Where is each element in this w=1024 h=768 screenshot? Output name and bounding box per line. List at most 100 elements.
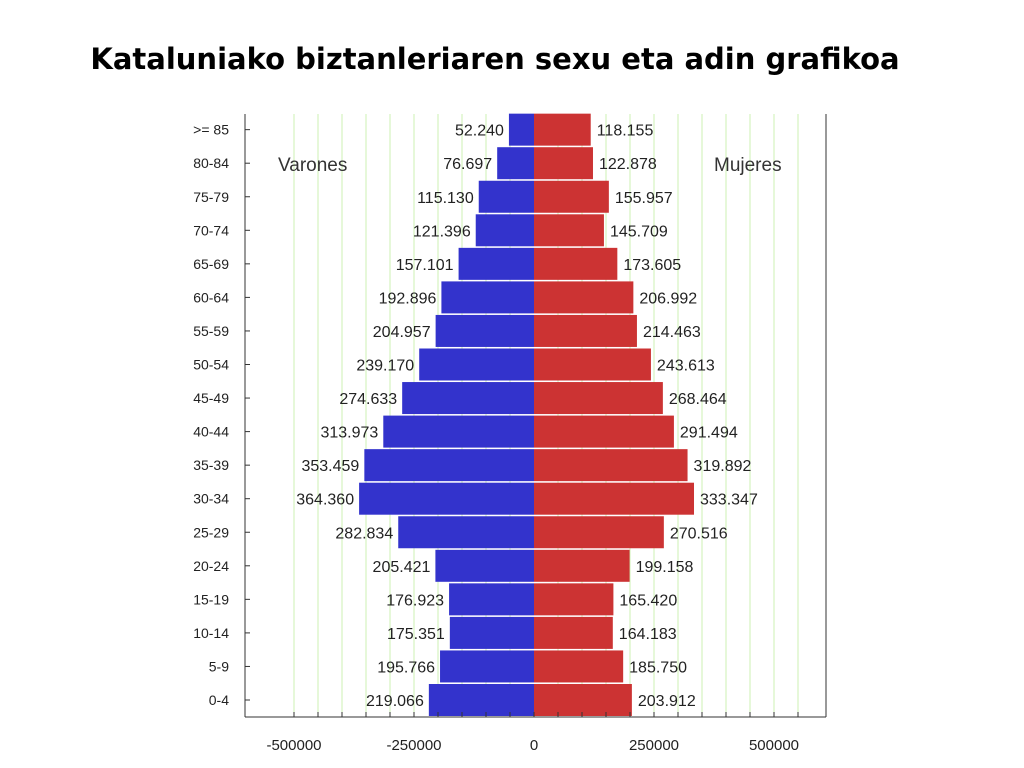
age-group-label: 30-34 <box>193 491 229 507</box>
legend-mujeres: Mujeres <box>714 155 782 176</box>
female-value-label: 122.878 <box>599 156 657 173</box>
age-group-label: 35-39 <box>193 457 229 473</box>
age-group-label: >= 85 <box>193 122 229 138</box>
male-bar <box>383 415 534 448</box>
female-value-label: 268.464 <box>669 391 727 408</box>
x-tick-label: 500000 <box>749 737 799 754</box>
bars-layer <box>359 113 695 716</box>
male-value-label: 175.351 <box>387 626 445 643</box>
age-group-label: 55-59 <box>193 323 229 339</box>
female-bar <box>534 382 663 415</box>
male-value-label: 195.766 <box>377 659 435 676</box>
age-group-label: 60-64 <box>193 289 229 305</box>
male-value-label: 176.923 <box>386 592 444 609</box>
male-bar <box>449 583 534 616</box>
slide-title: Kataluniako biztanleriaren sexu eta adin… <box>90 42 900 76</box>
female-value-label: 155.957 <box>615 190 673 207</box>
male-bar <box>435 314 534 347</box>
age-group-label: 10-14 <box>193 625 229 641</box>
male-value-label: 76.697 <box>443 156 492 173</box>
male-bar <box>435 549 534 582</box>
male-bar <box>497 147 534 180</box>
age-group-label: 75-79 <box>193 189 229 205</box>
female-bar <box>534 314 637 347</box>
female-bar <box>534 516 664 549</box>
female-bar <box>534 113 591 146</box>
female-bar <box>534 415 674 448</box>
legend-varones: Varones <box>278 155 347 176</box>
female-bar <box>534 348 651 381</box>
male-value-label: 192.896 <box>379 290 437 307</box>
x-tick-label: -500000 <box>266 737 321 754</box>
female-bar <box>534 214 604 247</box>
female-value-label: 173.605 <box>623 257 681 274</box>
male-bar <box>475 214 534 247</box>
male-value-label: 219.066 <box>366 693 424 710</box>
age-group-label: 5-9 <box>209 658 229 674</box>
female-bar <box>534 180 609 213</box>
male-bar <box>449 616 534 649</box>
male-bar <box>419 348 534 381</box>
female-bar <box>534 684 632 716</box>
male-value-label: 205.421 <box>373 559 431 576</box>
age-group-label: 40-44 <box>193 424 229 440</box>
age-group-label: 25-29 <box>193 524 229 540</box>
male-bar <box>440 650 534 683</box>
female-value-label: 243.613 <box>657 358 715 375</box>
female-value-label: 214.463 <box>643 324 701 341</box>
female-bar <box>534 583 614 616</box>
male-value-label: 204.957 <box>373 324 431 341</box>
male-value-label: 239.170 <box>356 358 414 375</box>
male-bar <box>428 684 534 716</box>
x-tick-label: 0 <box>530 737 538 754</box>
age-group-label: 20-24 <box>193 558 229 574</box>
female-bar <box>534 482 695 515</box>
male-bar <box>508 113 534 146</box>
female-value-label: 118.155 <box>597 123 654 140</box>
age-group-label: 80-84 <box>193 155 229 171</box>
male-bar <box>441 281 534 314</box>
female-value-label: 333.347 <box>700 492 758 509</box>
axis-layer <box>244 114 827 718</box>
female-bar <box>534 147 593 180</box>
age-group-label: 0-4 <box>209 692 229 708</box>
female-bar <box>534 281 634 314</box>
male-value-label: 157.101 <box>396 257 454 274</box>
female-bar <box>534 650 624 683</box>
male-value-label: 274.633 <box>339 391 397 408</box>
male-value-label: 313.973 <box>320 425 378 442</box>
male-value-label: 353.459 <box>301 458 359 475</box>
age-group-label: 50-54 <box>193 357 229 373</box>
female-value-label: 185.750 <box>629 659 687 676</box>
age-group-label: 45-49 <box>193 390 229 406</box>
male-value-label: 364.360 <box>296 492 354 509</box>
female-value-label: 203.912 <box>638 693 696 710</box>
male-bar <box>398 516 534 549</box>
female-value-label: 319.892 <box>694 458 752 475</box>
male-value-label: 52.240 <box>455 123 504 140</box>
male-bar <box>402 382 534 415</box>
female-bar <box>534 549 630 582</box>
female-value-label: 164.183 <box>619 626 677 643</box>
legend-layer: Varones Mujeres <box>278 155 782 176</box>
male-bar <box>359 482 534 515</box>
male-value-label: 115.130 <box>417 190 474 207</box>
female-value-label: 270.516 <box>670 525 728 542</box>
x-tick-label: 250000 <box>629 737 679 754</box>
female-value-label: 291.494 <box>680 425 738 442</box>
male-bar <box>364 449 534 482</box>
female-value-label: 206.992 <box>639 290 697 307</box>
male-value-label: 282.834 <box>335 525 393 542</box>
labels-layer: 0-4 5-9 10-14 15-19 20-24 25-29 30-34 35-39 40-4… <box>193 122 799 754</box>
age-group-label: 70-74 <box>193 222 229 238</box>
age-group-label: 65-69 <box>193 256 229 272</box>
female-value-label: 199.158 <box>636 559 694 576</box>
male-value-label: 121.396 <box>413 223 471 240</box>
female-bar <box>534 247 618 280</box>
female-value-label: 165.420 <box>619 592 677 609</box>
x-tick-label: -250000 <box>386 737 441 754</box>
age-group-label: 15-19 <box>193 591 229 607</box>
female-bar <box>534 616 613 649</box>
male-bar <box>458 247 534 280</box>
